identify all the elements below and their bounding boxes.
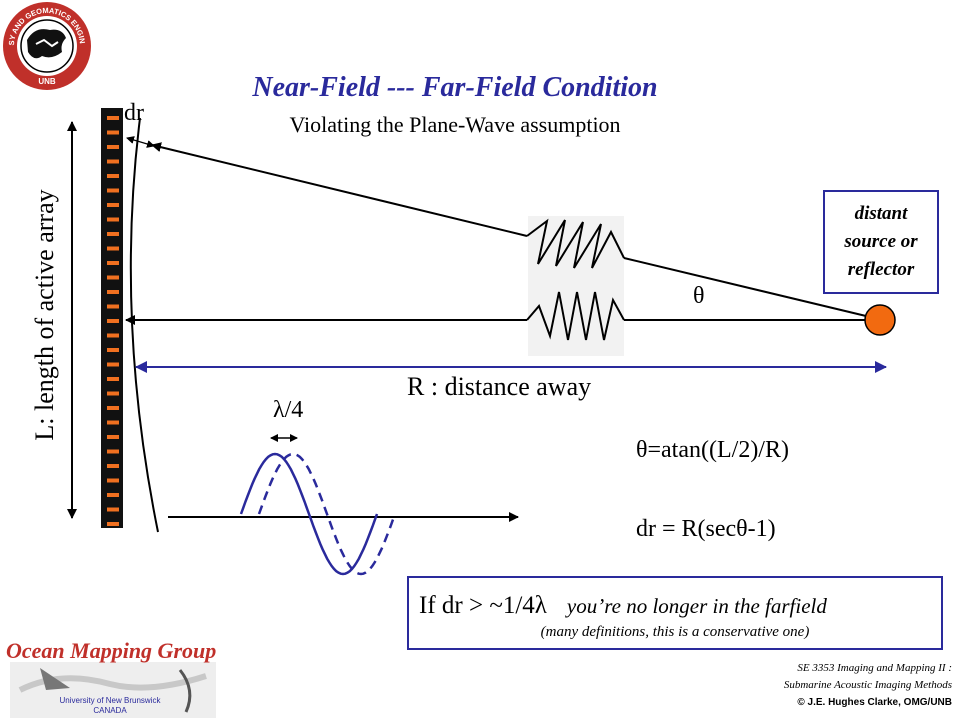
condition-box: If dr > ~1/4λ you’re no longer in the far… (407, 576, 943, 650)
array-element (107, 130, 119, 135)
array-element (107, 217, 119, 222)
array-element (107, 507, 119, 512)
sine-wave-dashed (257, 452, 397, 576)
dr-arrow (126, 136, 155, 148)
array-element (107, 116, 119, 120)
condition-text: you’re no longer in the farfield (566, 594, 827, 618)
array-element (107, 377, 119, 381)
array-element (107, 478, 119, 483)
source-line-3: reflector (847, 259, 915, 280)
transducer-array (101, 108, 123, 528)
array-element (107, 391, 119, 396)
array-element (107, 145, 119, 149)
copyright: © J.E. Hughes Clarke, OMG/UNB (797, 697, 952, 708)
array-element (107, 333, 119, 338)
source-box: distant source or reflector (823, 190, 939, 294)
course-line-2: Submarine Acoustic Imaging Methods (783, 679, 952, 691)
theta-label: θ (693, 283, 705, 309)
array-element (107, 203, 119, 207)
university-line-2: CANADA (93, 706, 127, 715)
array-element (107, 275, 119, 280)
page-title: Near-Field --- Far-Field Condition (252, 72, 658, 103)
array-element (107, 362, 119, 367)
array-element (107, 348, 119, 352)
quarter-wavelength-label: λ/4 (273, 397, 304, 423)
array-element (107, 188, 119, 193)
array-element (107, 319, 119, 323)
oblique-ray (151, 142, 528, 237)
university-name: University of New Brunswick CANADA (40, 696, 180, 716)
condition-line: If dr > ~1/4λ you’re no longer in the far… (419, 592, 827, 620)
array-element (107, 464, 119, 468)
break-panel (528, 216, 624, 356)
array-element (107, 232, 119, 236)
source-line-2: source or (844, 231, 918, 252)
omg-logo-graphic (10, 662, 216, 718)
array-element (107, 159, 119, 164)
ocean-mapping-group-logo: Ocean Mapping Group (6, 638, 217, 663)
array-element (107, 246, 119, 251)
array-length-label: L: length of active array (30, 189, 59, 441)
array-element (107, 493, 119, 497)
seal-bottom-text: UNB (38, 77, 56, 86)
source-circle (864, 304, 896, 336)
array-element (107, 290, 119, 294)
page-subtitle: Violating the Plane-Wave assumption (289, 112, 621, 137)
dr-label: dr (124, 100, 144, 126)
sine-wave-solid (239, 452, 379, 576)
source-line-1: distant (854, 203, 908, 224)
array-element (107, 304, 119, 309)
theta-equation: θ=atan((L/2)/R) (636, 437, 789, 463)
distance-label: R : distance away (407, 372, 592, 401)
array-elements (107, 116, 119, 526)
unb-seal-logo: GEODESY AND GEOMATICS ENGINEERING UNB (0, 0, 91, 90)
wavefront-curve (129, 117, 159, 533)
condition-formula: If dr > ~1/4λ (419, 592, 547, 619)
array-element (107, 261, 119, 265)
course-credits: SE 3353 Imaging and Mapping II : Submari… (784, 660, 952, 711)
array-element (107, 449, 119, 454)
array-element (107, 174, 119, 178)
dr-equation: dr = R(secθ-1) (636, 516, 776, 542)
array-element (107, 406, 119, 410)
array-element (107, 420, 119, 425)
array-element (107, 522, 119, 526)
horizontal-ray-break (526, 291, 625, 341)
oblique-ray-break (526, 218, 625, 269)
university-line-1: University of New Brunswick (59, 696, 161, 705)
course-line-1: SE 3353 Imaging and Mapping II : (797, 662, 952, 674)
oblique-ray-far (623, 257, 867, 317)
array-element (107, 435, 119, 439)
condition-note: (many definitions, this is a conservativ… (540, 624, 810, 640)
